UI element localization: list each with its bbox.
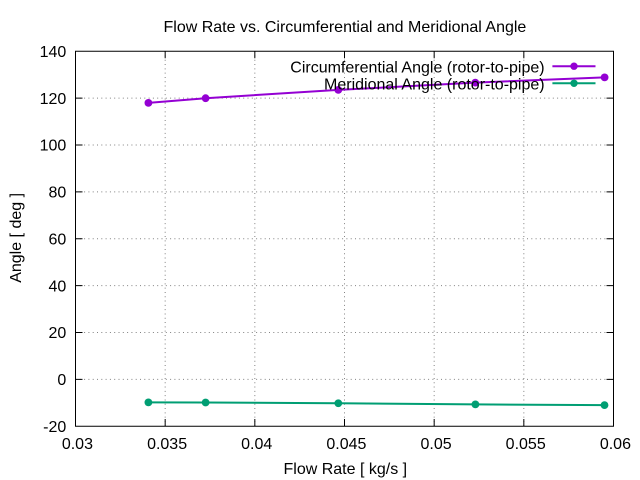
svg-text:0.03: 0.03	[62, 436, 93, 453]
svg-text:0.05: 0.05	[421, 436, 452, 453]
svg-text:60: 60	[49, 231, 67, 248]
svg-text:0: 0	[57, 372, 66, 389]
svg-text:140: 140	[40, 44, 67, 61]
svg-text:Angle [ deg ]: Angle [ deg ]	[8, 193, 25, 283]
svg-text:100: 100	[40, 138, 67, 155]
svg-text:-20: -20	[43, 419, 66, 436]
svg-text:Flow Rate vs. Circumferential: Flow Rate vs. Circumferential and Meridi…	[163, 19, 526, 36]
svg-text:0.045: 0.045	[326, 436, 366, 453]
svg-text:40: 40	[49, 278, 67, 295]
svg-text:Flow Rate [ kg/s ]: Flow Rate [ kg/s ]	[284, 461, 408, 478]
svg-text:0.04: 0.04	[241, 436, 272, 453]
svg-text:0.035: 0.035	[147, 436, 187, 453]
svg-text:0.06: 0.06	[600, 436, 631, 453]
svg-text:20: 20	[49, 325, 67, 342]
svg-text:80: 80	[49, 185, 67, 202]
svg-text:0.055: 0.055	[506, 436, 546, 453]
svg-text:Meridional Angle (rotor-to-pip: Meridional Angle (rotor-to-pipe)	[324, 76, 545, 93]
svg-text:Circumferential Angle (rotor-t: Circumferential Angle (rotor-to-pipe)	[290, 59, 544, 76]
svg-text:120: 120	[40, 91, 67, 108]
